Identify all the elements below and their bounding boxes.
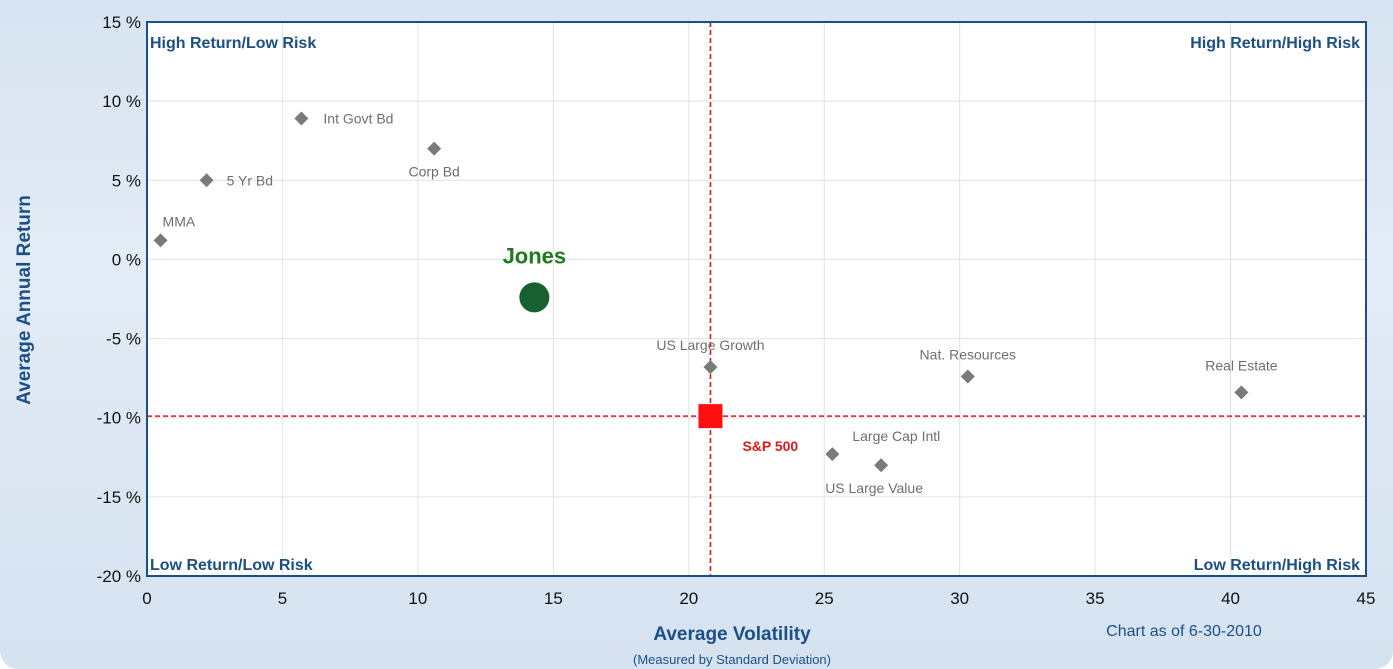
data-points: MMA 5 Yr Bd Int Govt Bd Corp Bd US Large Gro…: [153, 111, 1278, 496]
point-label-us-large-value: US Large Value: [825, 480, 923, 496]
point-label-us-large-growth: US Large Growth: [656, 337, 764, 353]
point-jones: [519, 282, 550, 313]
point-label-sp-500: S&P 500: [742, 438, 798, 454]
point-label-large-cap-intl: Large Cap Intl: [852, 428, 940, 444]
y-axis-title: Average Annual Return: [14, 195, 35, 405]
point-label-mma: MMA: [163, 213, 196, 229]
y-tick-label: -20 %: [97, 567, 141, 586]
point-label-int-govt-bd: Int Govt Bd: [323, 111, 393, 127]
point-large-cap-intl: [825, 447, 840, 462]
point-label-real-estate: Real Estate: [1205, 357, 1278, 373]
point-label-5-yr-bd: 5 Yr Bd: [227, 172, 273, 188]
y-axis-ticks: 15 % 10 % 5 % 0 % -5 % -10 % -15 % -20 %: [97, 13, 141, 586]
x-tick-label: 40: [1221, 589, 1240, 608]
x-axis-title: Average Volatility: [653, 624, 811, 645]
y-tick-label: -5 %: [106, 330, 141, 349]
y-tick-label: -15 %: [97, 488, 141, 507]
point-int-govt-bd: [294, 111, 309, 126]
quadrant-label-top-right: High Return/High Risk: [1190, 35, 1360, 52]
grid: [147, 22, 1366, 576]
x-tick-label: 10: [408, 589, 427, 608]
x-tick-label: 0: [142, 589, 151, 608]
point-label-jones: Jones: [503, 243, 567, 268]
point-label-corp-bd: Corp Bd: [408, 164, 459, 180]
chart-date-note: Chart as of 6-30-2010: [1106, 623, 1262, 640]
x-tick-label: 15: [544, 589, 563, 608]
x-axis-ticks: 0 5 10 15 20 25 30 35 40 45: [142, 589, 1375, 608]
x-tick-label: 30: [950, 589, 969, 608]
quadrant-label-bottom-right: Low Return/High Risk: [1194, 557, 1360, 574]
x-tick-label: 35: [1086, 589, 1105, 608]
benchmark-lines: [147, 22, 1366, 576]
x-tick-label: 45: [1357, 589, 1376, 608]
point-mma: [153, 233, 168, 248]
point-nat-resources: [960, 369, 975, 384]
x-axis-subtitle: (Measured by Standard Deviation): [633, 652, 831, 667]
point-real-estate: [1234, 385, 1249, 400]
x-tick-label: 25: [815, 589, 834, 608]
point-us-large-value: [874, 458, 889, 473]
quadrant-label-top-left: High Return/Low Risk: [150, 35, 316, 52]
x-tick-label: 20: [679, 589, 698, 608]
point-5-yr-bd: [199, 173, 214, 188]
plot-area: [147, 22, 1366, 576]
point-sp-500: [698, 404, 723, 429]
plot-border: [146, 21, 1367, 577]
y-tick-label: 10 %: [102, 92, 141, 111]
point-us-large-growth: [703, 360, 718, 375]
y-tick-label: 5 %: [112, 171, 141, 190]
y-tick-label: 0 %: [112, 250, 141, 269]
x-tick-label: 5: [278, 589, 287, 608]
point-label-nat-resources: Nat. Resources: [920, 347, 1016, 363]
quadrant-label-bottom-left: Low Return/Low Risk: [150, 557, 313, 574]
point-corp-bd: [427, 141, 442, 156]
y-tick-label: -10 %: [97, 409, 141, 428]
y-tick-label: 15 %: [102, 13, 141, 32]
